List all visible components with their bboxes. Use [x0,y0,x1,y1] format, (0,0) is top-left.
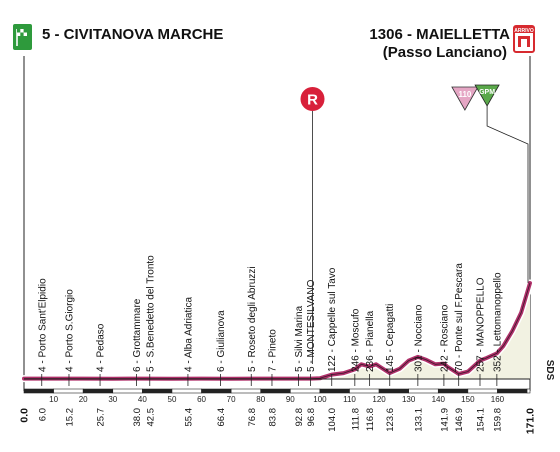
gpm-marker-label: GPM [479,89,495,96]
place-label: 242 - Rosciano [439,304,450,372]
axis-tick-label: 50 [168,395,177,404]
profile-area [24,283,530,379]
km-scale-segment [437,388,469,394]
place-label: 5 - S.Benedetto del Tronto [145,255,156,372]
finish-icon-top [514,26,534,33]
place-label: 70 - Ponte sul F.Pescara [454,263,465,372]
place-label: 257 - MANOPPELLO [476,277,487,372]
km-scale-segment [349,388,380,394]
finish-arrivo-icon: ARRIVO [513,25,535,53]
place-label: 246 - Moscufo [350,308,361,372]
climb-marker-icon [451,86,479,111]
start-flag-icon [13,24,32,50]
finish-icon-label: ARRIVO [514,28,534,34]
gpm-leader-line [486,106,529,283]
km-label: 42.5 [145,408,156,427]
axis-tick-label: 120 [372,395,386,404]
km-label: 76.8 [247,408,258,427]
km-scale-segment [467,388,498,394]
km-label: 96.8 [306,408,317,427]
finish-icon-arch-gap [521,39,527,47]
place-label: 352 - Lettomanoppello [492,272,503,372]
km-label: 133.1 [413,408,424,432]
finish-town-sublabel: (Passo Lanciano) [382,44,507,61]
km-label: 6.0 [37,408,48,421]
place-label: 6 - Giulianova [216,310,227,372]
place-label: 7 - Pineto [268,329,279,372]
km-label: 55.4 [183,408,194,427]
place-label: 5 - Roseto degli Abruzzi [247,266,258,372]
place-label: 4 - Pedaso [96,323,107,372]
km-scale-bar [23,388,531,394]
km-label: 116.8 [365,408,376,431]
axis-tick-label: 40 [138,395,147,404]
km-scale-segment [142,388,173,394]
km-label: 159.8 [492,408,503,432]
refresh-marker-icon [300,87,325,111]
km-label: 83.8 [268,408,279,427]
axis-tick-label: 140 [432,395,446,404]
climb-marker-label: 110 [458,90,471,99]
finish-town-label: 1306 - MAIELLETTA [369,26,510,43]
km-scale-segment [497,388,528,394]
axis-tick-label: 10 [49,395,58,404]
start-flag-check [20,32,24,36]
place-label: 301 - Nocciano [413,304,424,372]
axis-tick-label: 150 [461,395,475,404]
axis-tick-label: 110 [343,395,356,404]
km-scale-segment [290,388,321,394]
km-scale-segment [526,388,531,394]
start-town-label: 5 - CIVITANOVA MARCHE [42,26,224,43]
axis-tick-label: 70 [227,395,236,404]
start-flag-check [23,29,27,33]
km-scale-segment [171,388,202,394]
axis-tick-label: 30 [108,395,117,404]
axis-tick-label: 130 [402,395,416,404]
km-scale-segment [319,388,350,394]
km-scale-segment [378,388,409,394]
place-label: 5 - MONTESILVANO [306,279,317,372]
km-scale-segment [112,388,143,394]
refresh-marker-label: R [307,92,318,109]
place-label: 4 - Alba Adriatica [183,297,194,372]
km-label: 0.0 [19,408,31,423]
km-scale-segment [82,388,114,394]
start-flag-check [17,29,21,33]
axis-tick-label: 60 [197,395,206,404]
place-label: 236 - Pianella [365,310,376,372]
km-label: 38.0 [132,408,143,427]
km-scale-segment [260,388,291,394]
km-label: 66.4 [216,408,227,427]
gpm-marker-icon [474,84,500,107]
km-label: 141.9 [439,408,450,432]
place-label: 6 - Grottammare [132,298,143,372]
axis-tick-label: 20 [79,395,88,404]
axis-tick-label: 80 [256,395,265,404]
sds-mark: SDS [544,360,555,381]
km-label: 123.6 [385,408,396,432]
place-label: 145 - Cepagatti [385,304,396,372]
axis-tick-label: 90 [286,395,295,404]
km-label: 154.1 [476,408,487,432]
place-label: 122 - Cappelle sul Tavo [327,267,338,372]
km-label: 111.8 [350,408,361,430]
place-label: 4 - Porto Sant'Elpidio [37,278,48,372]
km-label: 92.8 [294,408,305,427]
km-scale-segment [408,388,439,394]
km-label: 104.0 [327,408,338,432]
start-flag-icon-bg [13,24,32,50]
km-scale-segment [230,388,262,394]
km-label: 146.9 [454,408,465,432]
km-scale-segment [23,388,54,394]
km-scale-segment [53,388,84,394]
place-label: 5 - Silvi Marina [294,305,305,372]
axis-tick-label: 160 [491,395,505,404]
km-label: 15.2 [65,408,76,427]
km-scale-segment [201,388,232,394]
km-label: 171.0 [525,408,537,434]
place-label: 4 - Porto S.Giorgio [65,289,76,372]
axis-tick-label: 100 [313,395,327,404]
km-label: 25.7 [96,408,107,427]
